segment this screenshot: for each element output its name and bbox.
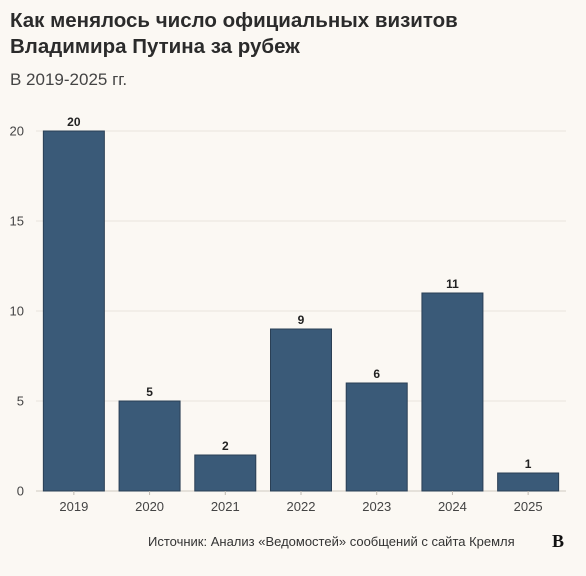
bar-value-label: 9 (298, 313, 305, 327)
chart-title: Как менялось число официальных визитов В… (10, 9, 458, 58)
x-tick-label: 2020 (135, 499, 164, 514)
chart-subtitle: В 2019-2025 гг. (10, 70, 128, 89)
x-tick-label: 2023 (362, 499, 391, 514)
bar (42, 130, 105, 492)
bar (118, 400, 181, 492)
x-tick-label: 2021 (211, 499, 240, 514)
bar-value-label: 6 (373, 367, 380, 381)
bar (421, 292, 484, 492)
y-tick-label: 10 (10, 304, 24, 319)
bar-value-label: 1 (525, 457, 532, 471)
y-tick-label: 0 (17, 484, 24, 499)
bar (497, 472, 560, 492)
bar-value-label: 20 (67, 115, 81, 129)
bar-value-label: 11 (446, 277, 459, 291)
bar (345, 382, 408, 492)
x-tick-label: 2019 (59, 499, 88, 514)
bar (270, 328, 332, 492)
bar-value-label: 2 (222, 439, 229, 453)
y-tick-label: 15 (10, 214, 24, 229)
x-tick-label: 2022 (287, 499, 316, 514)
y-tick-label: 20 (10, 124, 24, 139)
bar-value-label: 5 (146, 385, 153, 399)
y-tick-label: 5 (17, 394, 24, 409)
source-note: Источник: Анализ «Ведомостей» сообщений … (148, 534, 515, 549)
x-tick-label: 2024 (438, 499, 467, 514)
x-tick-label: 2025 (514, 499, 543, 514)
vedomosti-logo: В (552, 531, 565, 551)
bar (194, 454, 257, 492)
